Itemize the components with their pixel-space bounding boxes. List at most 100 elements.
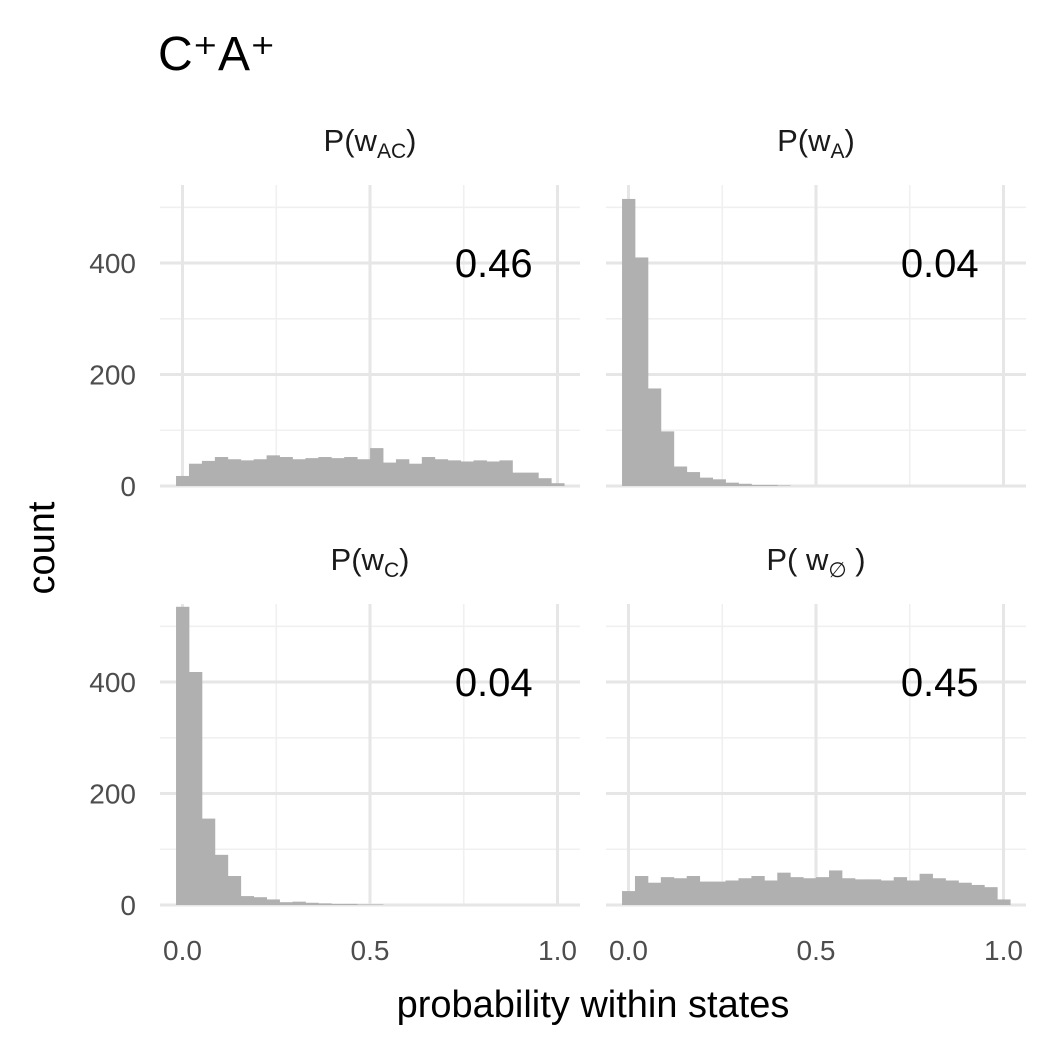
histogram-bar [279,457,293,486]
histogram-bar [816,877,830,905]
x-tick-label: 0.5 [797,935,836,966]
histogram-bar [997,899,1011,905]
histogram-bar [214,854,229,905]
histogram-bar [240,896,255,905]
histogram-bar [227,459,242,486]
histogram-bar [434,459,449,486]
panel-annotation: 0.45 [901,661,979,705]
histogram-bar [499,460,513,486]
histogram-bar [318,457,332,486]
histogram-bar [460,461,474,486]
histogram-bar [331,903,345,905]
histogram-bar [673,878,688,905]
histogram-bar [305,458,319,486]
histogram-bar [344,457,358,486]
panel-wc: P(wC) 0.04 0 200 400 0.0 0.5 1.0 [89,542,580,966]
histogram-bar [699,881,713,905]
facet-label-subscript: A [831,140,845,163]
histogram-bar [725,880,739,905]
histogram-bar [958,882,972,905]
facet-label-subscript: AC [377,140,406,163]
y-tick-label: 400 [89,667,136,698]
histogram-bar [331,458,345,486]
histogram-bar [188,672,203,905]
histogram-bar [647,882,662,905]
facet-panels: P(wAC)0.460200400P(wA)0.04P(wC)0.0402004… [89,123,1026,966]
histogram-bar [421,457,436,486]
x-tick-label: 0.0 [163,935,202,966]
histogram-bar [777,485,791,486]
histogram-bar [357,459,371,486]
histogram-bar [408,463,423,486]
x-axis-title: probability within states [397,984,790,1026]
histogram-bar [673,466,688,486]
histogram-bar [473,460,487,486]
histogram-bar [176,606,190,905]
histogram-bar [305,902,319,905]
histogram-bar [344,903,358,905]
histogram-bar [984,887,998,905]
histogram-bar [725,482,739,486]
facet-label-subscript: C [384,559,399,582]
histogram-bar [660,431,675,486]
histogram-bar [906,880,920,905]
y-tick-label: 400 [89,248,136,279]
facet-label-end: ) [847,542,866,577]
histogram-bar [370,448,384,486]
histogram-bar [634,876,649,905]
histogram-bar [971,884,985,905]
facet-label: P(wAC) [324,123,417,163]
facet-label-end: ) [845,123,855,158]
histogram-bar [201,818,216,905]
panel-annotation: 0.04 [455,661,533,705]
histogram-bar [790,877,804,905]
histogram-bar [622,891,636,905]
histogram-bar [447,460,462,486]
histogram-bar [880,880,895,905]
histogram-bar [932,878,946,905]
histogram-bar [383,462,397,486]
histogram-bar [292,901,306,905]
histogram-bar [512,472,526,486]
histogram-bar [686,472,701,486]
histogram-bar [854,879,869,905]
histogram-bar [201,460,216,486]
x-tick-label: 0.0 [609,935,648,966]
facet-label-subscript: ∅ [828,559,846,582]
histogram-bar [318,903,332,905]
histogram-bar [738,483,752,486]
histogram-bar [647,388,662,486]
facet-label: P(wA) [777,123,855,163]
histogram-bar [764,880,778,905]
histogram-bar [945,880,959,905]
x-tick-label: 1.0 [984,935,1023,966]
histogram-bar [279,902,293,905]
y-tick-label: 0 [120,471,136,502]
histogram-bar [803,878,817,905]
y-tick-label: 200 [89,360,136,391]
panel-wac: P(wAC) 0.46 0 200 400 [89,123,580,502]
facet-label-main: P(w [777,123,831,158]
histogram-bar [253,897,267,905]
histogram-bar [660,877,675,905]
histogram-bar [764,484,778,486]
histogram-bar [538,478,552,486]
panel-annotation: 0.04 [901,242,979,286]
x-tick-label: 1.0 [538,935,577,966]
facet-label-end: ) [406,123,416,158]
facet-label-main: P(w [331,542,385,577]
facet-label: P(wC) [331,542,410,582]
histogram-bar [751,876,765,905]
histogram-bar [214,457,229,486]
histogram-bar [622,198,636,486]
histogram-bar [292,459,306,486]
histogram-bar [357,904,371,905]
histogram-bar [751,484,765,486]
histogram-bar [867,879,882,905]
histogram-bar [634,257,649,486]
y-axis-title: count [21,501,63,594]
histogram-bar [738,878,752,905]
histogram-bar [395,459,410,486]
histogram-bar [893,877,908,905]
